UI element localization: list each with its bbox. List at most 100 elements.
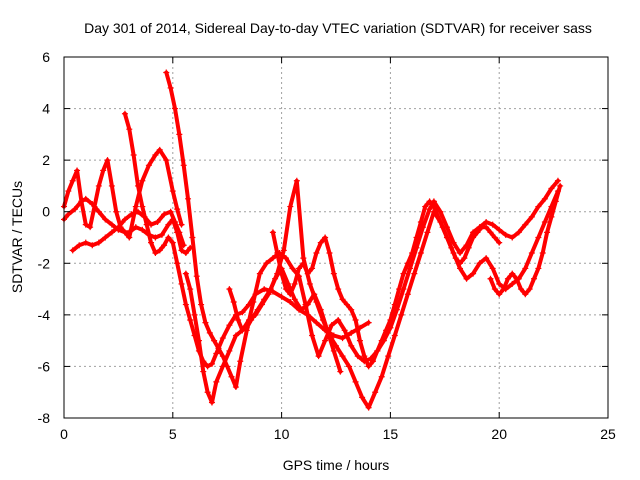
data-point	[232, 332, 239, 339]
x-tick-label: 15	[383, 426, 399, 442]
data-point	[300, 260, 307, 267]
data-point	[91, 203, 98, 210]
data-point	[359, 394, 366, 401]
data-point	[396, 286, 403, 293]
data-point	[230, 298, 237, 305]
chart-title: Day 301 of 2014, Sidereal Day-to-day VTE…	[84, 20, 592, 36]
data-point	[126, 234, 133, 241]
data-point	[161, 211, 168, 218]
data-point	[219, 353, 226, 360]
data-point	[132, 224, 139, 231]
data-point	[335, 286, 342, 293]
data-point	[450, 239, 457, 246]
data-point	[341, 327, 348, 334]
data-point	[528, 249, 535, 256]
data-point	[554, 177, 561, 184]
data-point	[208, 360, 215, 367]
data-point	[365, 319, 372, 326]
data-point	[128, 211, 135, 218]
data-point	[387, 317, 394, 324]
data-point	[139, 226, 146, 233]
y-tick-label: -8	[38, 410, 51, 426]
data-point	[383, 327, 390, 334]
data-point	[541, 219, 548, 226]
data-point	[282, 255, 289, 262]
data-point	[291, 296, 298, 303]
data-point	[315, 353, 322, 360]
data-point	[313, 298, 320, 305]
data-point	[174, 260, 181, 267]
data-point	[515, 229, 522, 236]
data-point	[65, 211, 72, 218]
data-point	[187, 317, 194, 324]
data-point	[333, 342, 339, 349]
x-tick-label: 0	[60, 426, 68, 442]
data-point	[491, 234, 498, 241]
data-point	[291, 280, 298, 287]
data-point	[145, 162, 152, 169]
data-point	[108, 221, 115, 228]
data-point	[369, 358, 376, 365]
data-point	[309, 332, 316, 339]
data-point	[378, 337, 385, 344]
data-point	[526, 286, 533, 293]
data-point	[509, 234, 516, 241]
data-point	[158, 231, 165, 238]
data-point	[398, 311, 405, 318]
data-point	[121, 216, 128, 223]
data-point	[535, 203, 542, 210]
data-point	[176, 131, 183, 138]
data-point	[539, 249, 546, 256]
x-tick-label: 10	[274, 426, 290, 442]
data-point	[169, 188, 176, 195]
data-point	[256, 270, 263, 277]
data-point	[232, 384, 239, 391]
data-point	[391, 301, 398, 308]
data-point	[535, 265, 542, 272]
data-point	[65, 188, 72, 195]
data-point	[298, 306, 305, 313]
data-point	[483, 219, 490, 226]
data-point	[517, 286, 524, 293]
data-point	[309, 265, 316, 272]
data-point	[239, 309, 246, 316]
data-point	[178, 247, 185, 254]
data-point	[326, 249, 333, 256]
data-point	[174, 206, 181, 213]
data-point	[424, 229, 431, 236]
x-tick-label: 25	[600, 426, 616, 442]
y-tick-label: -2	[38, 255, 51, 271]
data-point	[165, 234, 172, 241]
data-point	[513, 275, 520, 282]
data-point	[185, 195, 192, 202]
data-point	[69, 247, 76, 254]
series-track-3	[69, 208, 187, 254]
data-point	[161, 242, 168, 249]
data-point	[287, 298, 294, 305]
data-point	[339, 296, 346, 303]
data-point	[180, 242, 187, 249]
data-point	[417, 249, 424, 256]
data-point	[200, 368, 207, 375]
data-point	[250, 298, 257, 305]
data-point	[337, 368, 344, 375]
data-point	[134, 208, 141, 215]
data-point	[348, 329, 355, 336]
data-point	[152, 234, 159, 241]
data-point	[504, 275, 511, 282]
data-point	[326, 332, 333, 339]
data-point	[448, 244, 455, 251]
data-point	[483, 255, 490, 262]
data-point	[339, 335, 346, 342]
data-point	[487, 275, 494, 282]
data-point	[261, 296, 268, 303]
data-point	[132, 203, 139, 210]
data-point	[95, 182, 102, 189]
data-point	[113, 208, 120, 215]
data-point	[237, 358, 244, 365]
data-point	[413, 234, 420, 241]
data-point	[487, 229, 494, 236]
data-point	[121, 229, 128, 236]
